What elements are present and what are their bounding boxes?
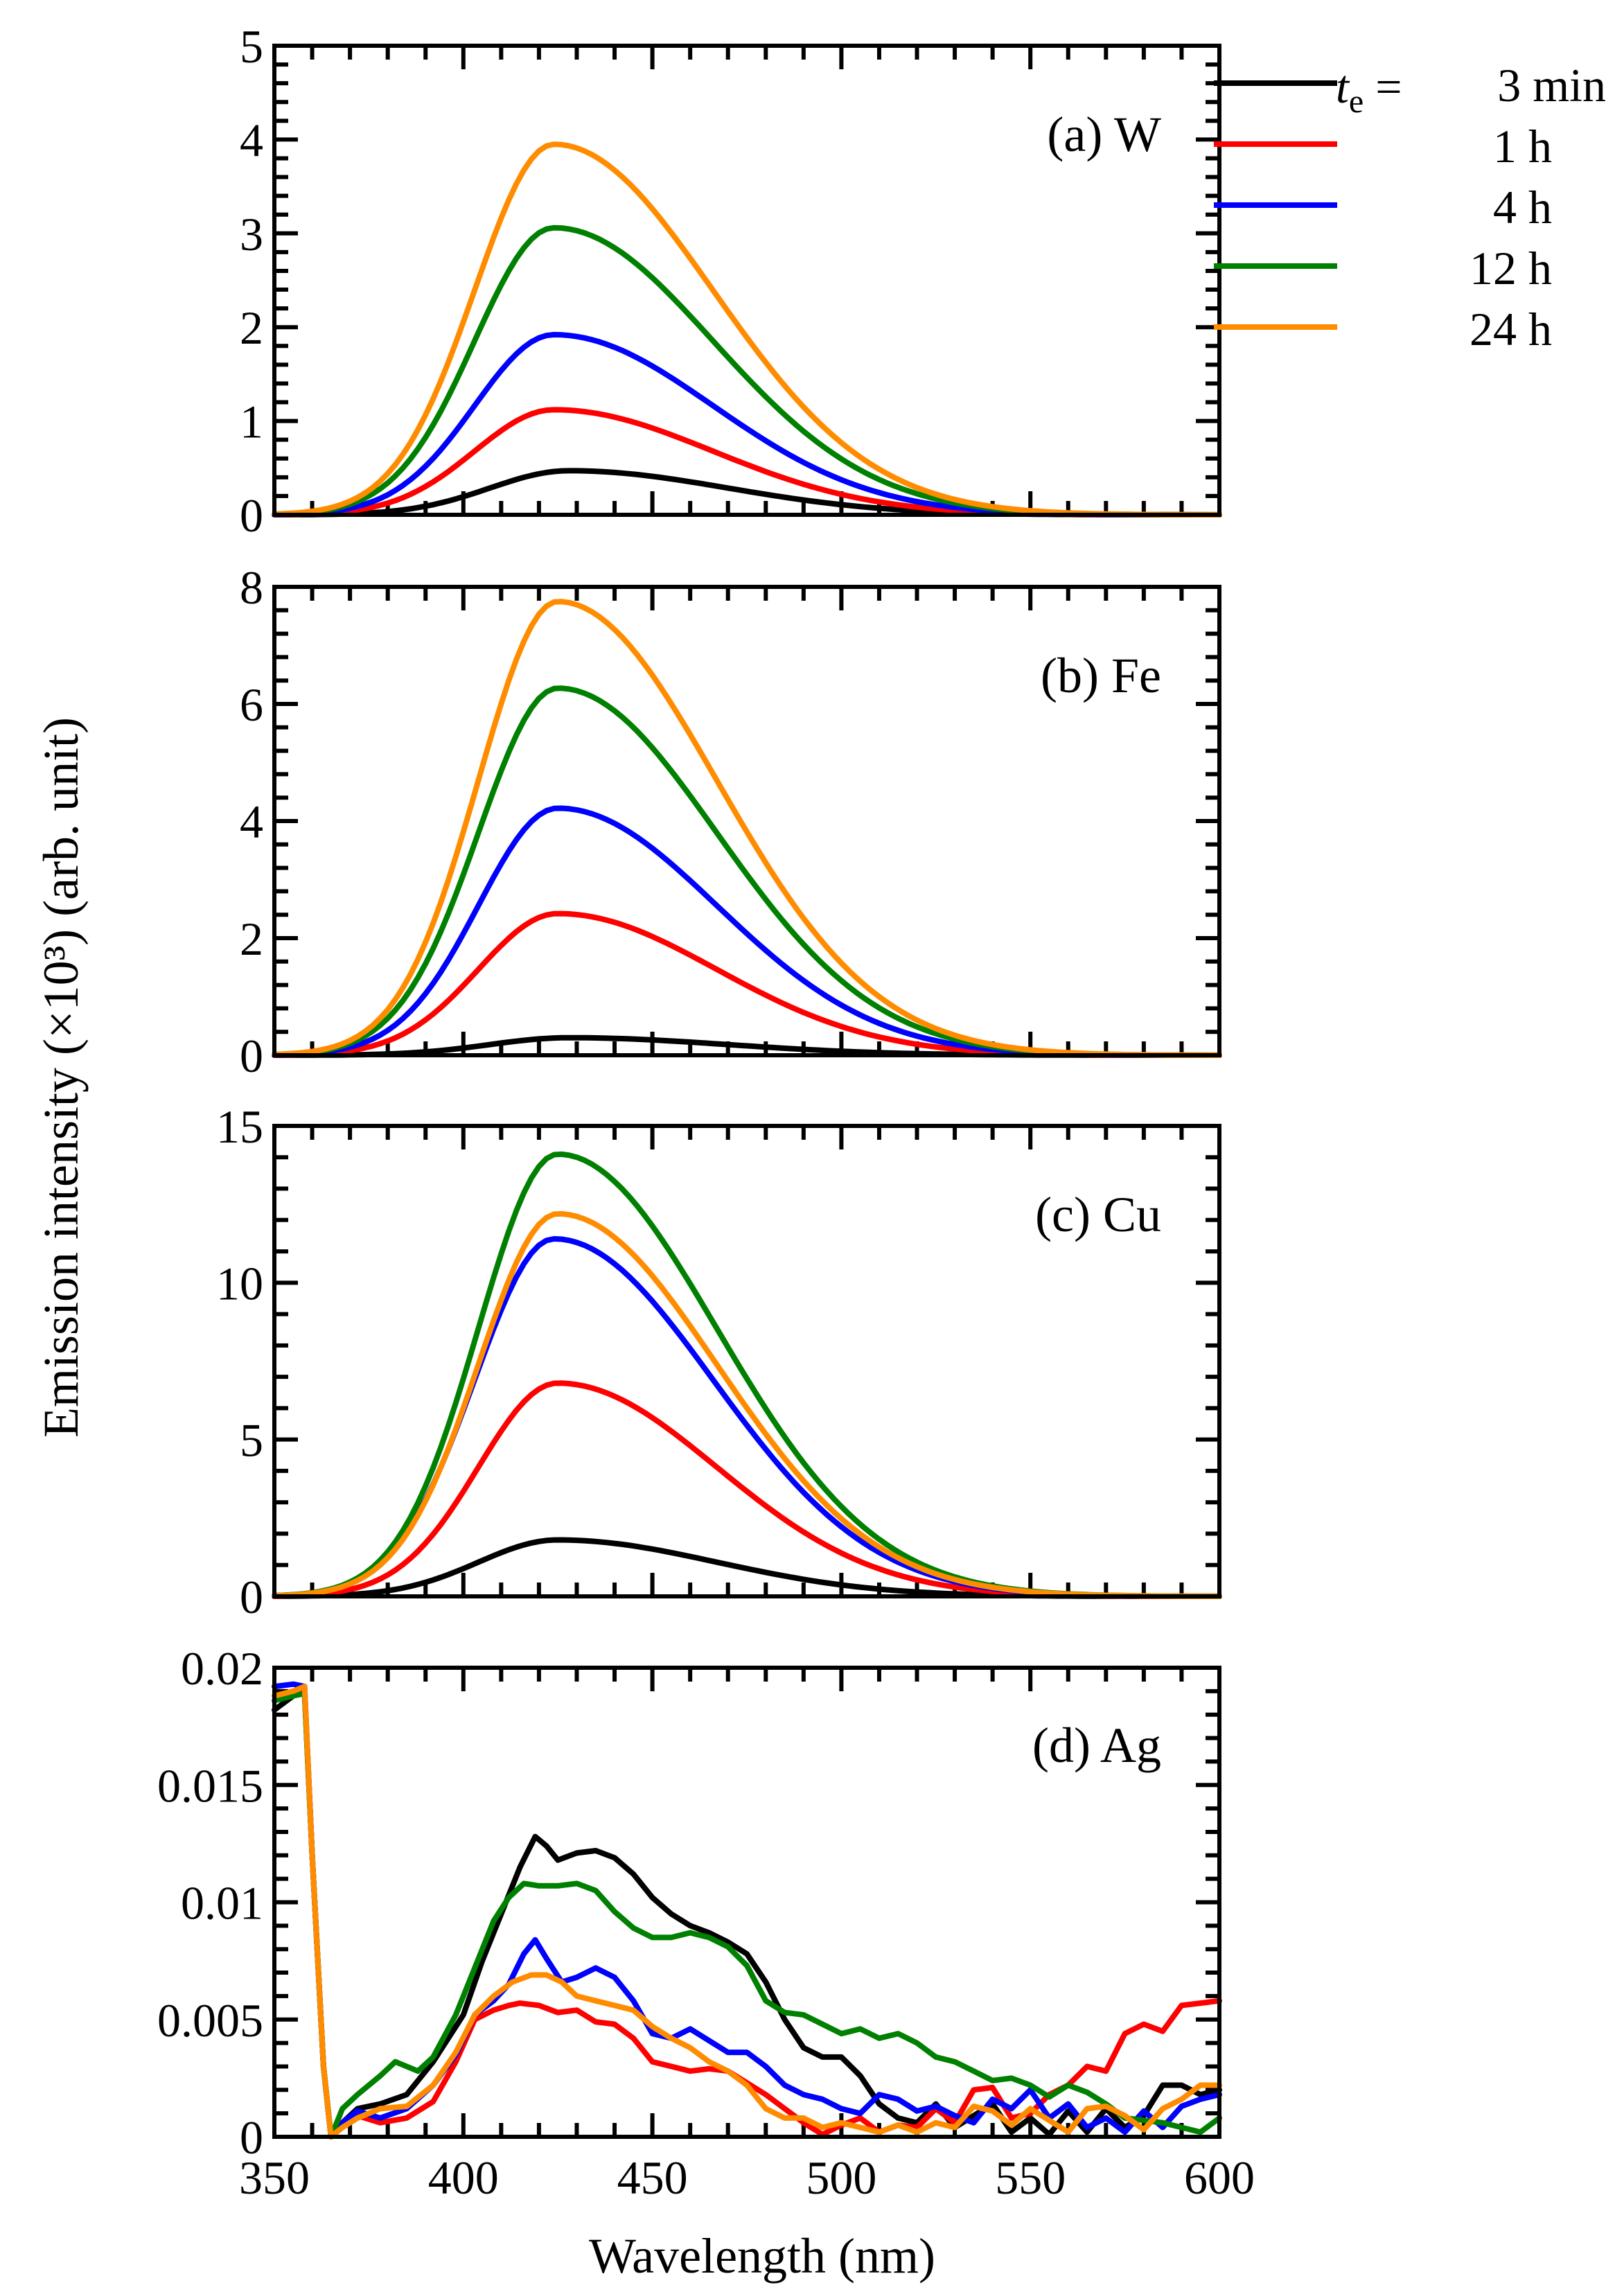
y-tick-label: 0.015: [157, 1759, 263, 1812]
legend-title-var: t: [1336, 60, 1350, 113]
y-tick-label: 8: [240, 561, 263, 614]
legend-title-eq: =: [1363, 60, 1402, 113]
y-tick-label: 0: [240, 489, 263, 542]
y-tick-label: 0.01: [181, 1877, 263, 1930]
x-tick-label: 600: [1184, 2151, 1255, 2204]
y-tick-label: 10: [216, 1257, 263, 1310]
series-line-4-h: [272, 332, 1222, 518]
x-tick-label: 400: [428, 2151, 499, 2204]
legend-label: 4 h: [1493, 181, 1552, 233]
y-tick-label: 15: [216, 1100, 263, 1153]
y-tick-label: 4: [240, 114, 263, 166]
legend-label: 12 h: [1469, 242, 1552, 294]
y-tick-label: 0: [240, 1571, 263, 1623]
series-line-4-h: [272, 1681, 1222, 2140]
y-tick-label: 0.02: [181, 1642, 263, 1695]
y-tick-label: 2: [240, 301, 263, 354]
y-tick-label: 1: [240, 396, 263, 448]
y-tick-label: 4: [240, 795, 263, 848]
y-tick-label: 6: [240, 678, 263, 731]
series-line-24-h: [272, 599, 1222, 1058]
y-tick-label: 0.005: [157, 1994, 263, 2047]
x-axis-title: Wavelength (nm): [589, 2228, 935, 2284]
x-tick-label: 350: [239, 2151, 310, 2204]
y-tick-label: 5: [240, 20, 263, 73]
y-axis-title-text: Emission intensity (×10³) (arb. unit): [33, 717, 89, 1438]
series-line-24-h: [272, 1684, 1222, 2140]
y-tick-label: 5: [240, 1414, 263, 1467]
panel-label: (d) Ag: [1032, 1718, 1161, 1773]
x-tick-label: 500: [806, 2151, 876, 2204]
panel-label: (b) Fe: [1041, 648, 1161, 703]
legend: te = 3 min 1 h 4 h 12 h 24 h: [1214, 59, 1606, 355]
series-line-12-h: [272, 1691, 1222, 2140]
x-tick-label: 450: [617, 2151, 688, 2204]
series-line-24-h: [272, 141, 1222, 518]
y-axis-title: Emission intensity (×10³) (arb. unit): [33, 717, 89, 1438]
panel-label: (a) W: [1047, 107, 1161, 162]
plot-frame: [272, 585, 1221, 1057]
y-tick-label: 0: [240, 1030, 263, 1082]
series-line-12-h: [272, 685, 1222, 1058]
y-tick-label: 0: [240, 2111, 263, 2164]
panel-3: 0 5 10 15 (c) Cu: [216, 1100, 1222, 1623]
panels: 0 1 2 3 4 5 (a) W 0 2 4 6 8 (b) Fe 0 5 10 15 (c) Cu 0 0.005…: [157, 20, 1255, 2204]
panel-2: 0 2 4 6 8 (b) Fe: [240, 561, 1222, 1082]
plot-frame: [272, 1124, 1221, 1598]
legend-title-sub: e: [1349, 83, 1363, 120]
panel-label: (c) Cu: [1035, 1187, 1161, 1242]
legend-label: 1 h: [1493, 120, 1552, 173]
legend-title: te =: [1336, 60, 1402, 120]
y-tick-label: 3: [240, 208, 263, 261]
plot-frame: [272, 44, 1221, 517]
y-tick-label: 2: [240, 913, 263, 965]
legend-label: 3 min: [1497, 59, 1606, 112]
series-line-24-h: [272, 1210, 1222, 1599]
x-tick-label: 550: [995, 2151, 1066, 2204]
plot-frame: [272, 1666, 1221, 2139]
legend-label: 24 h: [1469, 303, 1552, 355]
series-line-3-min: [272, 1537, 1222, 1599]
series-line-4-h: [272, 1236, 1222, 1599]
series-line-4-h: [272, 805, 1222, 1058]
series-line-1-h: [272, 1380, 1222, 1599]
panel-1: 0 1 2 3 4 5 (a) W: [240, 20, 1222, 542]
panel-4: 0 0.005 0.01 0.015 0.02 (d) Ag: [157, 1642, 1222, 2164]
